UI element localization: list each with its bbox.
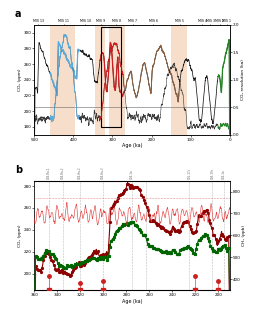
Bar xyxy=(109,25,125,134)
Text: C04-Ra-2: C04-Ra-2 xyxy=(61,167,65,179)
Bar xyxy=(95,25,105,134)
Text: C04-1a: C04-1a xyxy=(222,170,226,179)
Text: C04-19c: C04-19c xyxy=(210,168,214,179)
Bar xyxy=(171,25,187,134)
Text: C04-1a: C04-1a xyxy=(130,170,134,179)
Text: a: a xyxy=(15,9,21,19)
Y-axis label: CH₄ (ppb): CH₄ (ppb) xyxy=(242,225,246,246)
Bar xyxy=(50,25,75,134)
Y-axis label: CO₂ (ppm): CO₂ (ppm) xyxy=(18,224,22,246)
Text: C01-17c: C01-17c xyxy=(187,168,191,179)
X-axis label: Age (ka): Age (ka) xyxy=(122,143,142,148)
Text: b: b xyxy=(15,165,22,175)
Bar xyxy=(101,27,121,127)
Y-axis label: CO₂ resolution (ka): CO₂ resolution (ka) xyxy=(241,59,245,100)
Text: C04-Ha-3: C04-Ha-3 xyxy=(101,167,105,179)
Y-axis label: CO₂ (ppm): CO₂ (ppm) xyxy=(18,69,22,91)
Text: C04-Ra-1: C04-Ra-1 xyxy=(47,167,51,179)
X-axis label: Age (ka): Age (ka) xyxy=(122,299,142,304)
Text: C04-Ha-2: C04-Ha-2 xyxy=(78,167,82,179)
